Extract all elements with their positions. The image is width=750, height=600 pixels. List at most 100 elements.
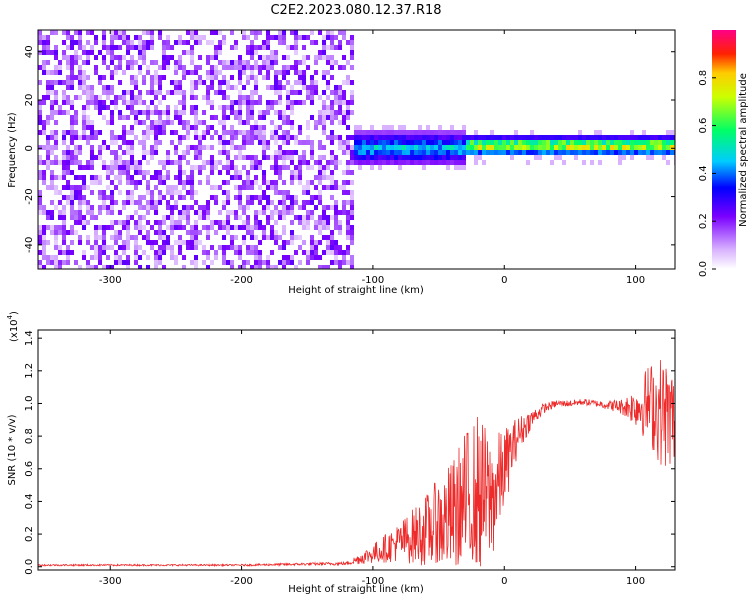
spectrogram-cell — [310, 195, 314, 200]
spectrogram-cell — [250, 95, 254, 100]
spectrogram-cell — [634, 140, 638, 145]
spectrogram-cell — [358, 135, 362, 140]
spectrogram-cell — [630, 145, 634, 150]
spectrogram-cell — [166, 170, 170, 175]
spectrogram-cell — [54, 70, 58, 75]
spectrogram-cell — [438, 145, 442, 150]
spectrogram-cell — [314, 250, 318, 255]
spectrogram-cell — [354, 150, 358, 155]
colorbar-gradient — [712, 30, 736, 269]
spectrogram-cell — [246, 155, 250, 160]
spectrogram-cell — [286, 115, 290, 120]
spectrogram-cell — [270, 55, 274, 60]
spectrogram-x-tick-label: 0 — [501, 275, 507, 286]
spectrogram-cell — [330, 185, 334, 190]
spectrogram-cell — [222, 250, 226, 255]
spectrogram-cell — [162, 40, 166, 45]
spectrogram-cell — [230, 60, 234, 65]
spectrogram-cell — [214, 90, 218, 95]
spectrogram-cell — [182, 40, 186, 45]
spectrogram-cell — [238, 80, 242, 85]
spectrogram-cell — [302, 70, 306, 75]
spectrogram-cell — [210, 225, 214, 230]
spectrogram-cell — [378, 145, 382, 150]
spectrogram-cell — [238, 65, 242, 70]
spectrogram-cell — [62, 170, 66, 175]
spectrogram-cell — [94, 135, 98, 140]
spectrogram-cell — [550, 135, 554, 140]
spectrogram-cell — [250, 115, 254, 120]
spectrogram-cell — [174, 85, 178, 90]
spectrogram-cell — [294, 165, 298, 170]
spectrogram-cell — [298, 220, 302, 225]
spectrogram-cell — [50, 175, 54, 180]
spectrogram-cell — [202, 245, 206, 250]
spectrogram-cell — [646, 150, 650, 155]
spectrogram-cell — [138, 205, 142, 210]
spectrogram-cell — [326, 115, 330, 120]
spectrogram-cell — [594, 145, 598, 150]
spectrogram-cell — [110, 70, 114, 75]
spectrogram-cell — [138, 265, 142, 269]
spectrogram-cell — [234, 130, 238, 135]
spectrogram-cell — [98, 195, 102, 200]
spectrogram-cell — [486, 135, 490, 140]
spectrogram-cell — [78, 175, 82, 180]
spectrogram-cell — [114, 250, 118, 255]
spectrogram-cell — [270, 135, 274, 140]
spectrogram-cell — [134, 165, 138, 170]
spectrogram-cell — [66, 35, 70, 40]
spectrogram-cell — [414, 135, 418, 140]
spectrogram-cell — [214, 55, 218, 60]
spectrogram-cell — [494, 150, 498, 155]
spectrogram-cell — [238, 90, 242, 95]
spectrogram-cell — [430, 135, 434, 140]
spectrogram-cell — [174, 90, 178, 95]
spectrogram-cell — [254, 100, 258, 105]
spectrogram-cell — [342, 90, 346, 95]
spectrogram-cell — [158, 130, 162, 135]
spectrogram-cell — [474, 155, 478, 160]
spectrogram-cell — [134, 170, 138, 175]
spectrogram-cell — [358, 130, 362, 135]
spectrogram-cell — [42, 250, 46, 255]
spectrogram-cell — [226, 170, 230, 175]
spectrogram-cell — [146, 210, 150, 215]
spectrogram-cell — [114, 65, 118, 70]
spectrogram-cell — [346, 80, 350, 85]
spectrogram-cell — [622, 150, 626, 155]
spectrogram-cell — [278, 90, 282, 95]
spectrogram-cell — [250, 90, 254, 95]
spectrogram-cell — [430, 145, 434, 150]
spectrogram-cell — [70, 160, 74, 165]
spectrogram-cell — [174, 220, 178, 225]
spectrogram-cell — [166, 160, 170, 165]
spectrogram-cell — [318, 170, 322, 175]
spectrogram-cell — [342, 100, 346, 105]
spectrogram-cell — [182, 180, 186, 185]
spectrogram-cell — [310, 30, 314, 35]
spectrogram-cell — [258, 255, 262, 260]
spectrogram-cell — [102, 30, 106, 35]
spectrogram-cell — [246, 170, 250, 175]
spectrogram-cell — [170, 120, 174, 125]
spectrogram-cell — [50, 180, 54, 185]
spectrogram-cell — [54, 185, 58, 190]
spectrogram-cell — [94, 70, 98, 75]
spectrogram-cell — [502, 135, 506, 140]
spectrogram-cell — [574, 155, 578, 160]
spectrogram-cell — [294, 70, 298, 75]
spectrogram-cell — [342, 170, 346, 175]
spectrogram-cell — [58, 210, 62, 215]
spectrogram-cell — [102, 205, 106, 210]
spectrogram-cell — [134, 240, 138, 245]
spectrogram-cell — [46, 255, 50, 260]
spectrogram-cell — [330, 250, 334, 255]
spectrogram-cell — [422, 140, 426, 145]
spectrogram-cell — [322, 265, 326, 269]
spectrogram-cell — [330, 65, 334, 70]
spectrogram-cell — [230, 100, 234, 105]
spectrogram-cell — [42, 235, 46, 240]
spectrogram-cell — [162, 250, 166, 255]
spectrogram-cell — [422, 165, 426, 170]
